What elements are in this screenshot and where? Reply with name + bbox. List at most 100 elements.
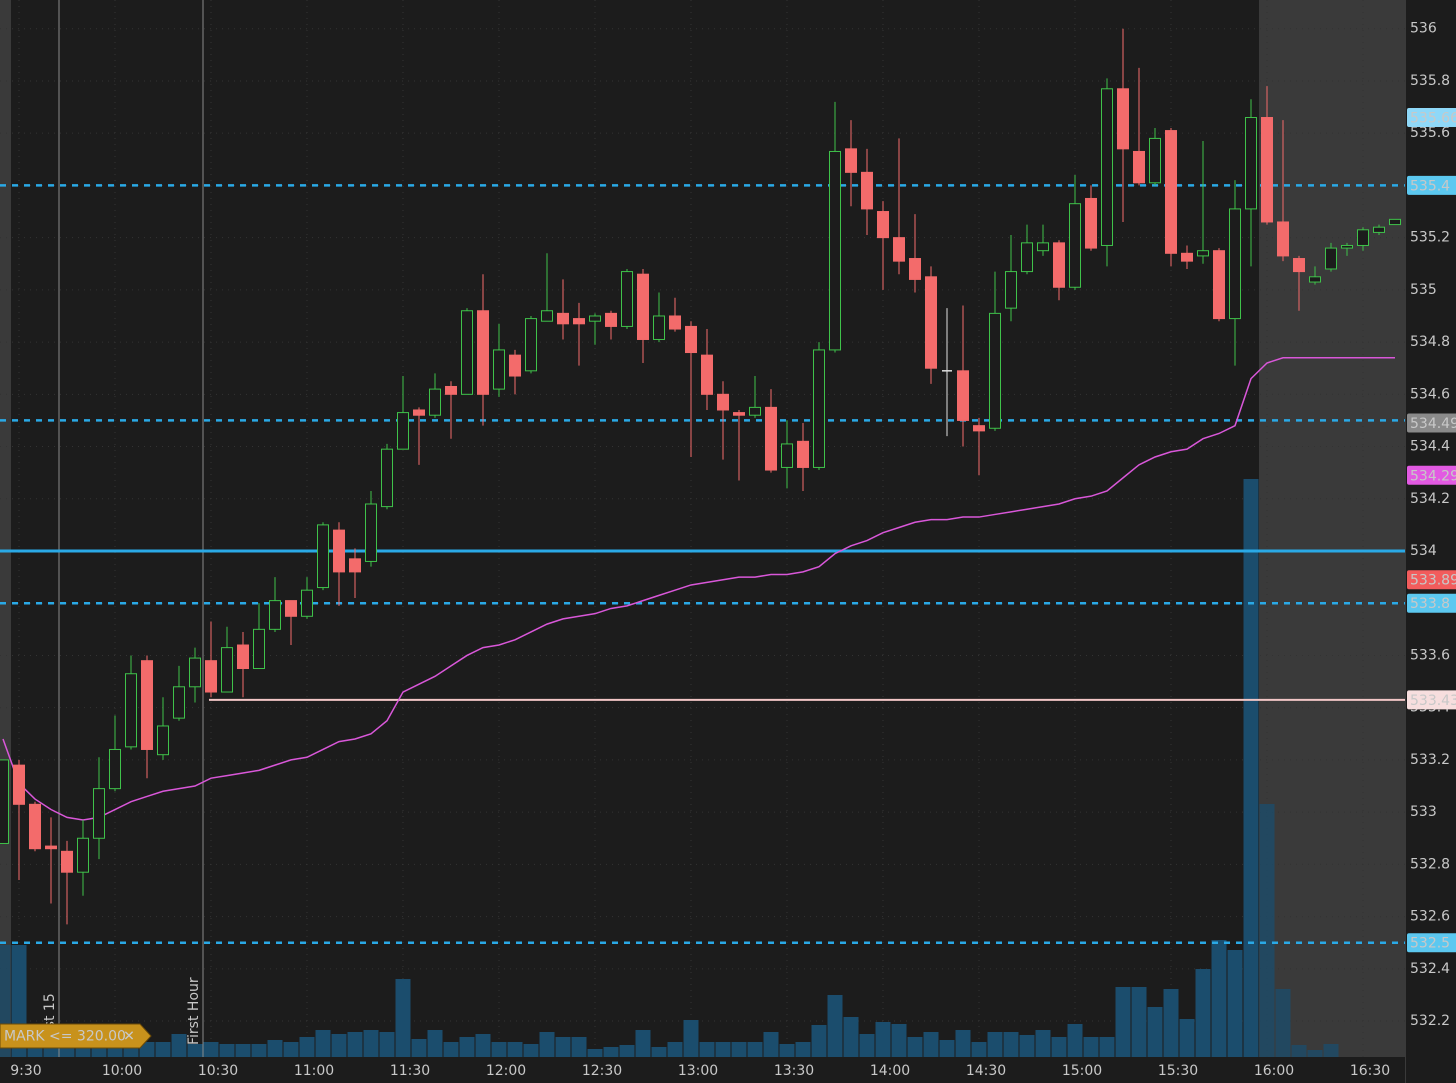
- price-label-box: [1407, 108, 1456, 128]
- candle-body: [1341, 244, 1353, 249]
- volume-bar: [923, 1032, 939, 1057]
- volume-layer: [0, 479, 1339, 1057]
- volume-bar: [395, 979, 411, 1057]
- y-tick-label: 534.4: [1410, 439, 1450, 455]
- y-tick-label: 534.2: [1410, 491, 1450, 507]
- marker-label: First Hour: [186, 977, 202, 1045]
- y-tick-label: 533: [1410, 804, 1437, 820]
- y-tick-label: 534.8: [1410, 334, 1450, 350]
- candle-body: [333, 529, 345, 573]
- y-tick-label: 533.6: [1410, 647, 1450, 663]
- volume-bar: [0, 945, 11, 1057]
- volume-bar: [587, 1049, 603, 1057]
- volume-bar: [139, 1042, 155, 1057]
- y-tick-label: 532.4: [1410, 961, 1450, 977]
- price-label: 533.43: [1410, 693, 1456, 709]
- alert-text: MARK <= 320.00: [4, 1029, 126, 1045]
- volume-bar: [651, 1047, 667, 1057]
- volume-bar: [1083, 1037, 1099, 1057]
- volume-bar: [843, 1017, 859, 1057]
- candle-body: [413, 409, 425, 416]
- volume-bar: [235, 1044, 251, 1057]
- candle-body: [1085, 197, 1097, 249]
- candle-body: [605, 312, 617, 327]
- candle-body: [173, 686, 185, 719]
- candle-body: [269, 600, 281, 630]
- alert-badge-shape: [0, 1023, 152, 1049]
- candle-body: [1357, 229, 1369, 246]
- candle-body: [1133, 150, 1145, 184]
- volume-bar: [1179, 1019, 1195, 1057]
- volume-bar: [1131, 987, 1147, 1057]
- candle-body: [1389, 218, 1401, 226]
- candle-body: [1373, 226, 1385, 233]
- volume-bar: [939, 1040, 955, 1057]
- volume-bar: [363, 1030, 379, 1057]
- candle-body: [701, 354, 713, 395]
- volume-bar: [715, 1042, 731, 1057]
- candle-body: [525, 318, 537, 372]
- candle-body: [381, 448, 393, 508]
- x-tick-label: 13:00: [678, 1063, 718, 1079]
- alert-close[interactable]: ✕: [123, 1029, 135, 1045]
- volume-bar: [1147, 1007, 1163, 1057]
- volume-bar: [667, 1042, 683, 1057]
- x-tick-label: 9:30: [10, 1063, 41, 1079]
- volume-bar: [1115, 987, 1131, 1057]
- y-tick-label: 536: [1410, 21, 1437, 37]
- volume-bar: [1323, 1044, 1339, 1057]
- volume-bar: [539, 1032, 555, 1057]
- candle-body: [365, 503, 377, 562]
- candle-body: [573, 318, 585, 325]
- candle-body: [61, 850, 73, 873]
- candle-body: [813, 349, 825, 468]
- price-label: 533.89: [1410, 573, 1456, 589]
- volume-bar: [1195, 969, 1211, 1057]
- candle-body: [1037, 242, 1049, 252]
- volume-bar: [795, 1042, 811, 1057]
- candle-body: [93, 788, 105, 839]
- volume-bar: [1003, 1032, 1019, 1057]
- y-tick-label: 533.2: [1410, 752, 1450, 768]
- x-tick-label: 12:30: [582, 1063, 622, 1079]
- candle-body: [221, 647, 233, 693]
- volume-bar: [1227, 950, 1243, 1057]
- candle-body: [861, 171, 873, 210]
- volume-bar: [571, 1037, 587, 1057]
- candle-body: [1229, 208, 1241, 320]
- volume-bar: [411, 1039, 427, 1057]
- study-layer: [2, 357, 1395, 821]
- candle-body: [877, 211, 889, 239]
- volume-bar: [1099, 1037, 1115, 1057]
- y-tick-label: 532.8: [1410, 856, 1450, 872]
- candle-body: [637, 273, 649, 340]
- candle-body: [205, 660, 217, 693]
- candle-body: [1149, 137, 1161, 184]
- volume-bar: [331, 1034, 347, 1057]
- volume-bar: [1035, 1030, 1051, 1057]
- volume-bar: [203, 1042, 219, 1057]
- candle-body: [893, 237, 905, 262]
- candle-body: [1213, 250, 1225, 320]
- price-label: 532.5: [1410, 936, 1450, 952]
- x-tick-label: 15:30: [1158, 1063, 1198, 1079]
- candle-body: [957, 370, 969, 421]
- candle-body: [349, 558, 361, 573]
- candle-body: [1197, 250, 1209, 257]
- candle-body: [589, 315, 601, 322]
- y-tick-label: 532.2: [1410, 1013, 1450, 1029]
- volume-bar: [1051, 1037, 1067, 1057]
- x-tick-label: 16:30: [1350, 1063, 1390, 1079]
- price-label-box: [1407, 175, 1456, 195]
- alert-badge: MARK <= 320.00✕: [0, 1023, 152, 1049]
- candle-body: [733, 412, 745, 416]
- price-label-box: [1407, 413, 1456, 433]
- candle-body: [1325, 247, 1337, 270]
- candle-body: [477, 310, 489, 395]
- candle-body: [1277, 221, 1289, 257]
- volume-bar: [763, 1032, 779, 1057]
- candle-body: [1021, 242, 1033, 273]
- candle-body: [509, 354, 521, 377]
- volume-bar: [811, 1025, 827, 1057]
